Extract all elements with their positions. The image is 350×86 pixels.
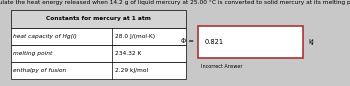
Text: kJ: kJ [308, 39, 314, 45]
Text: Constants for mercury at 1 atm: Constants for mercury at 1 atm [46, 16, 150, 21]
FancyBboxPatch shape [10, 10, 186, 28]
Text: Φ =: Φ = [181, 38, 194, 44]
Text: 28.0 J/(mol·K): 28.0 J/(mol·K) [116, 34, 156, 39]
Text: enthalpy of fusion: enthalpy of fusion [13, 68, 66, 73]
FancyBboxPatch shape [10, 28, 186, 45]
Text: Incorrect Answer: Incorrect Answer [201, 64, 243, 69]
Text: Calculate the heat energy released when 14.2 g of liquid mercury at 25.00 °C is : Calculate the heat energy released when … [0, 0, 350, 5]
Text: 2.29 kJ/mol: 2.29 kJ/mol [116, 68, 149, 73]
Text: 234.32 K: 234.32 K [116, 51, 142, 56]
Text: 0.821: 0.821 [205, 39, 224, 45]
Text: melting point: melting point [13, 51, 52, 56]
Text: heat capacity of Hg(l): heat capacity of Hg(l) [13, 34, 77, 39]
FancyBboxPatch shape [10, 62, 186, 79]
FancyBboxPatch shape [10, 45, 186, 62]
FancyBboxPatch shape [198, 26, 303, 58]
